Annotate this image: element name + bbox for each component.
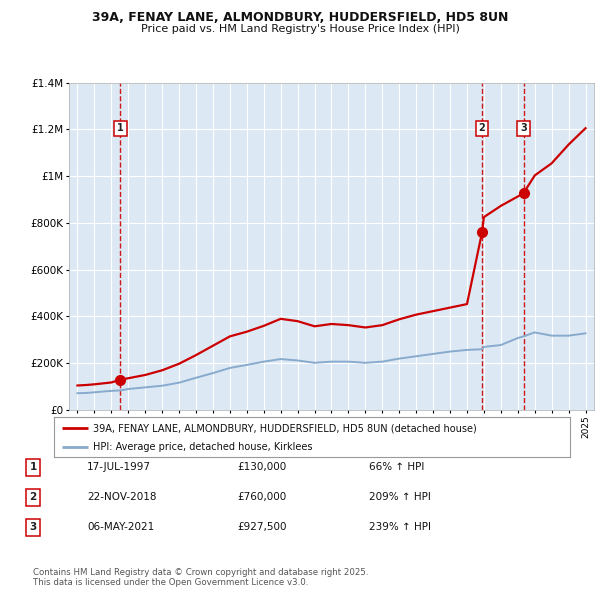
- Text: 1: 1: [117, 123, 124, 133]
- Text: 39A, FENAY LANE, ALMONDBURY, HUDDERSFIELD, HD5 8UN (detached house): 39A, FENAY LANE, ALMONDBURY, HUDDERSFIEL…: [92, 424, 476, 434]
- Text: 239% ↑ HPI: 239% ↑ HPI: [369, 523, 431, 532]
- Text: HPI: Average price, detached house, Kirklees: HPI: Average price, detached house, Kirk…: [92, 442, 312, 452]
- Text: 3: 3: [29, 523, 37, 532]
- Text: 209% ↑ HPI: 209% ↑ HPI: [369, 493, 431, 502]
- Text: 06-MAY-2021: 06-MAY-2021: [87, 523, 154, 532]
- Text: 17-JUL-1997: 17-JUL-1997: [87, 463, 151, 472]
- Text: 66% ↑ HPI: 66% ↑ HPI: [369, 463, 424, 472]
- Text: 22-NOV-2018: 22-NOV-2018: [87, 493, 157, 502]
- Text: 3: 3: [520, 123, 527, 133]
- Text: 2: 2: [479, 123, 485, 133]
- Text: £927,500: £927,500: [237, 523, 287, 532]
- Text: 39A, FENAY LANE, ALMONDBURY, HUDDERSFIELD, HD5 8UN: 39A, FENAY LANE, ALMONDBURY, HUDDERSFIEL…: [92, 11, 508, 24]
- Text: £130,000: £130,000: [237, 463, 286, 472]
- Text: £760,000: £760,000: [237, 493, 286, 502]
- Text: 2: 2: [29, 493, 37, 502]
- Text: 1: 1: [29, 463, 37, 472]
- Text: Contains HM Land Registry data © Crown copyright and database right 2025.: Contains HM Land Registry data © Crown c…: [33, 568, 368, 577]
- Text: This data is licensed under the Open Government Licence v3.0.: This data is licensed under the Open Gov…: [33, 578, 308, 587]
- Text: Price paid vs. HM Land Registry's House Price Index (HPI): Price paid vs. HM Land Registry's House …: [140, 24, 460, 34]
